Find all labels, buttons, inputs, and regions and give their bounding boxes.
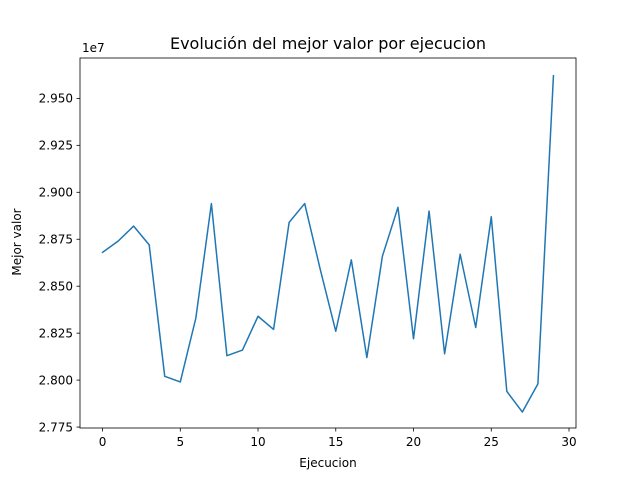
y-axis-ticks: 2.775 2.800 2.825 2.850 2.875 2.900 2.925 2.950 (39, 92, 80, 434)
y-axis-label: Mejor valor (10, 208, 24, 275)
x-tick-label: 10 (250, 435, 265, 449)
x-tick-label: 5 (176, 435, 184, 449)
x-axis-label: Ejecucion (299, 456, 356, 470)
y-tick-label: 2.900 (39, 186, 73, 200)
x-tick-label: 15 (328, 435, 343, 449)
x-tick-label: 0 (99, 435, 107, 449)
x-tick-label: 25 (484, 435, 499, 449)
chart-title: Evolución del mejor valor por ejecucion (170, 34, 486, 53)
x-tick-label: 20 (406, 435, 421, 449)
y-tick-label: 2.950 (39, 92, 73, 106)
plot-area-frame (79, 57, 577, 429)
y-tick-label: 2.925 (39, 139, 73, 153)
y-tick-label: 2.850 (39, 279, 73, 293)
y-tick-label: 2.775 (39, 420, 73, 434)
y-tick-label: 2.875 (39, 233, 73, 247)
x-axis-ticks: 0 5 10 15 20 25 30 (99, 428, 577, 449)
y-axis-offset-label: 1e7 (82, 41, 105, 55)
x-tick-label: 30 (561, 435, 576, 449)
series-line (101, 75, 555, 413)
y-tick-label: 2.800 (39, 373, 73, 387)
y-tick-label: 2.825 (39, 326, 73, 340)
